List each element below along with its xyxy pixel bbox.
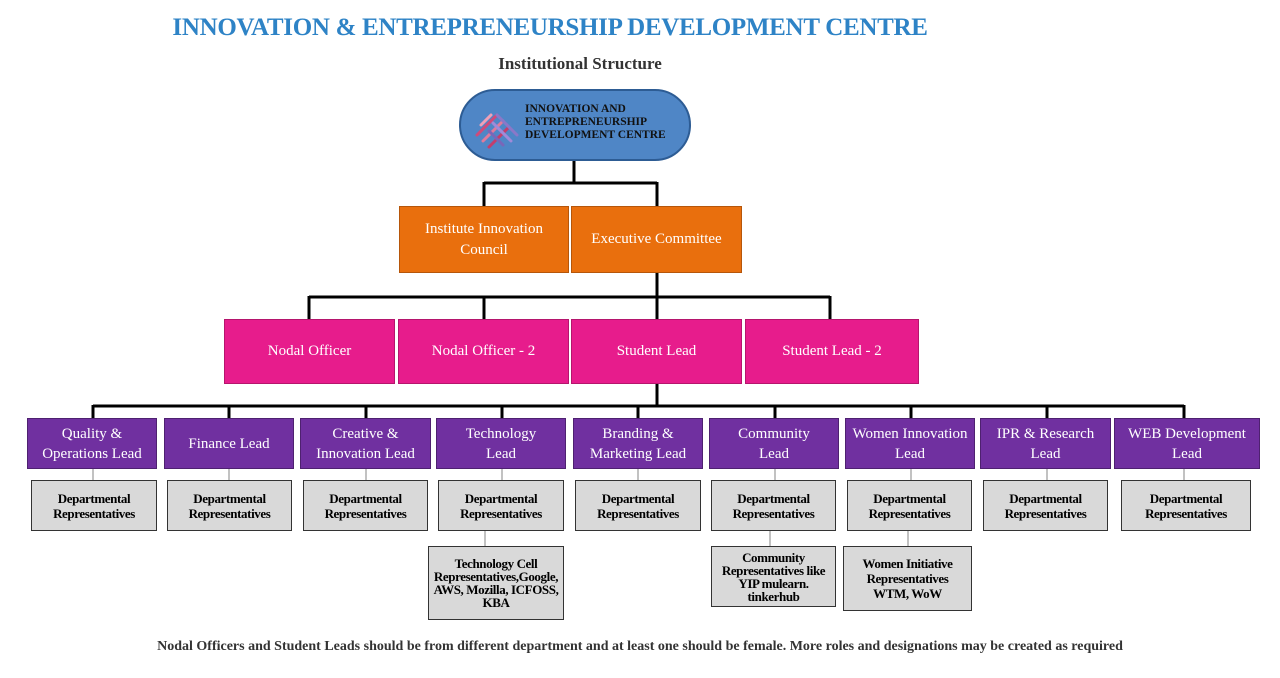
representatives-label: Departmental Representatives (1145, 490, 1227, 521)
lead-label: WEB Development Lead (1128, 425, 1246, 462)
officer-label: Student Lead - 2 (782, 343, 882, 359)
technology-cell-node: Technology Cell Representatives,Google, … (428, 546, 564, 620)
lead-node: Quality & Operations Lead (27, 418, 157, 469)
lead-node: Technology Lead (436, 418, 566, 469)
page-subtitle: Institutional Structure (498, 54, 662, 73)
representatives-label: Departmental Representatives (597, 490, 679, 521)
representatives-node: Departmental Representatives (167, 480, 292, 531)
representatives-label: Departmental Representatives (1004, 490, 1087, 521)
representatives-node: Departmental Representatives (1121, 480, 1251, 531)
sub-group-label: Technology Cell Representatives,Google, … (433, 556, 559, 610)
officer-node: Student Lead (571, 319, 742, 384)
officer-node: Nodal Officer (224, 319, 395, 384)
lead-label: IPR & Research Lead (996, 425, 1095, 462)
representatives-node: Departmental Representatives (711, 480, 836, 531)
lead-label: Community Lead (738, 425, 810, 462)
representatives-label: Departmental Representatives (53, 490, 135, 521)
representatives-node: Departmental Representatives (983, 480, 1108, 531)
lead-label: Creative & Innovation Lead (316, 425, 415, 462)
representatives-node: Departmental Representatives (303, 480, 428, 531)
lead-node: WEB Development Lead (1114, 418, 1260, 469)
representatives-label: Departmental Representatives (188, 490, 271, 521)
root-label-line: ENTREPRENEURSHIP (525, 116, 648, 128)
lead-label: Finance Lead (188, 435, 270, 452)
representatives-node: Departmental Representatives (31, 480, 157, 531)
lead-label: Women Innovation Lead (852, 425, 968, 462)
representatives-node: Departmental Representatives (575, 480, 701, 531)
representatives-label: Departmental Representatives (732, 490, 815, 521)
committee-node-innovation-council: Institute Innovation Council (399, 206, 569, 273)
women-initiative-node: Women Initiative Representatives WTM, Wo… (843, 546, 972, 611)
lead-label: Branding & Marketing Lead (589, 425, 687, 462)
community-representatives-node: Community Representatives like YIP mulea… (711, 546, 836, 607)
lead-node: Finance Lead (164, 418, 294, 469)
lead-node: Creative & Innovation Lead (300, 418, 431, 469)
lead-node: IPR & Research Lead (980, 418, 1111, 469)
root-label-line: INNOVATION AND (525, 103, 626, 115)
representatives-node: Departmental Representatives (438, 480, 564, 531)
lead-node: Women Innovation Lead (845, 418, 975, 469)
lead-label: Technology Lead (465, 425, 537, 462)
officer-node: Nodal Officer - 2 (398, 319, 569, 384)
representatives-label: Departmental Representatives (460, 490, 542, 521)
officer-label: Student Lead (616, 343, 697, 359)
committee-label: Institute Innovation Council (425, 220, 543, 258)
lead-node: Branding & Marketing Lead (573, 418, 703, 469)
sub-group-label: Women Initiative Representatives WTM, Wo… (862, 556, 953, 601)
representatives-node: Departmental Representatives (847, 480, 972, 531)
officer-label: Nodal Officer (267, 343, 352, 359)
representatives-label: Departmental Representatives (324, 490, 407, 521)
sub-group-label: Community Representatives like YIP mulea… (721, 549, 826, 604)
root-node: INNOVATION AND ENTREPRENEURSHIP DEVELOPM… (459, 89, 691, 161)
officer-node: Student Lead - 2 (745, 319, 919, 384)
footnote: Nodal Officers and Student Leads should … (157, 639, 1123, 654)
iedc-logo-icon (475, 113, 519, 149)
root-label-line: DEVELOPMENT CENTRE (525, 129, 666, 141)
page-title: INNOVATION & ENTREPRENEURSHIP DEVELOPMEN… (172, 14, 928, 41)
committee-label: Executive Committee (591, 231, 722, 247)
officer-label: Nodal Officer - 2 (431, 343, 536, 359)
root-label: INNOVATION AND ENTREPRENEURSHIP DEVELOPM… (525, 103, 685, 142)
lead-label: Quality & Operations Lead (42, 425, 142, 462)
lead-node: Community Lead (709, 418, 839, 469)
committee-node-executive: Executive Committee (571, 206, 742, 273)
representatives-label: Departmental Representatives (868, 490, 951, 521)
